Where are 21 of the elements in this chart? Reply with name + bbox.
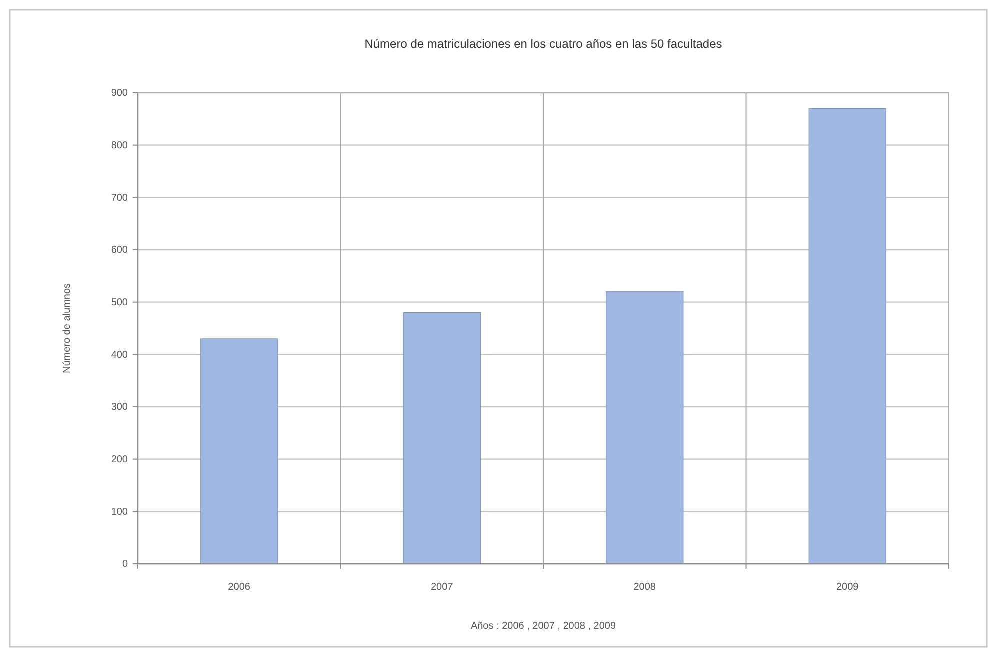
chart-title: Número de matriculaciones en los cuatro años en las 50 facultades (364, 37, 722, 51)
y-tick-label: 100 (111, 506, 128, 518)
bar (403, 312, 481, 564)
y-tick-label: 700 (111, 192, 128, 204)
x-axis-title: Años : 2006 , 2007 , 2008 , 2009 (470, 621, 616, 632)
bar (606, 292, 684, 564)
y-tick-label: 800 (111, 140, 128, 152)
y-tick-label: 0 (122, 559, 128, 570)
bar (200, 338, 278, 564)
y-tick-label: 600 (111, 245, 128, 256)
x-tick-label: 2006 (228, 582, 251, 593)
y-tick-label: 200 (111, 454, 128, 466)
bar (808, 108, 886, 564)
y-axis-title: Número de alumnos (62, 283, 73, 374)
x-tick-label: 2009 (836, 582, 860, 593)
y-tick-label: 500 (111, 298, 128, 309)
x-tick-label: 2007 (431, 582, 454, 593)
y-tick-label: 900 (111, 88, 128, 100)
y-tick-label: 400 (111, 350, 128, 361)
y-tick-label: 300 (111, 402, 128, 414)
x-tick-label: 2008 (634, 582, 656, 593)
